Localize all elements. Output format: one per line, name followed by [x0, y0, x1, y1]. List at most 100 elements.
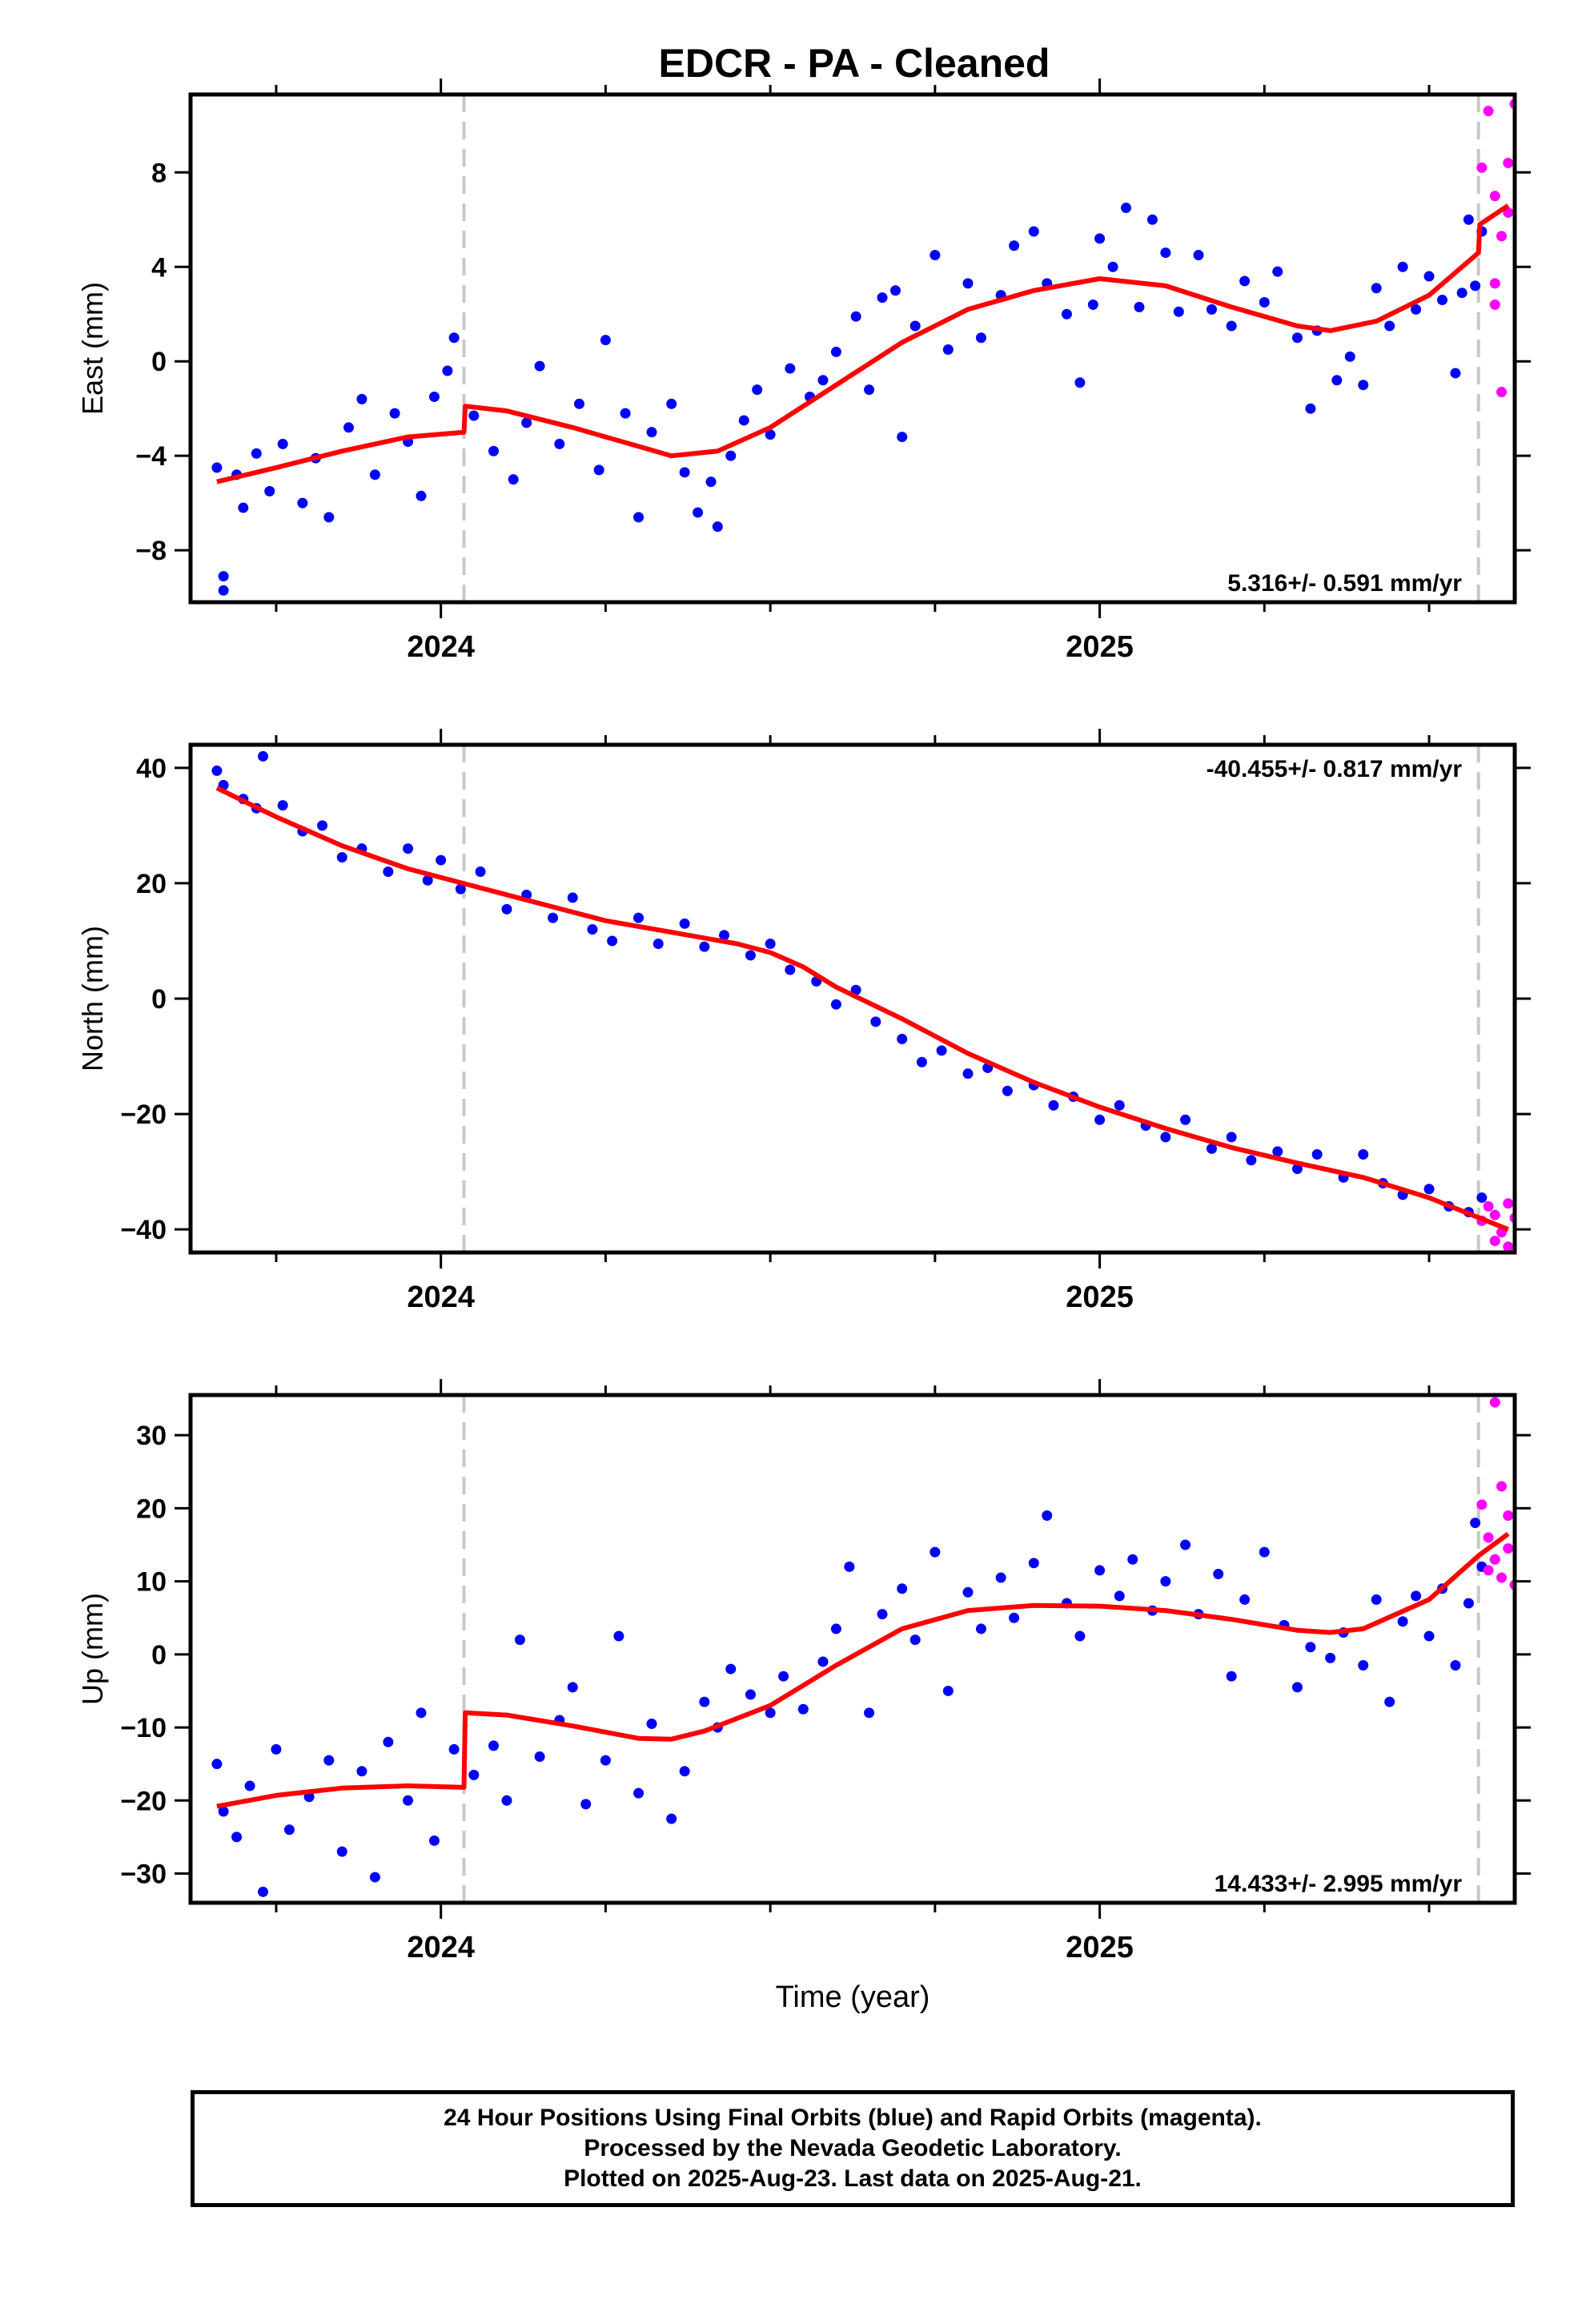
final-point: [436, 854, 447, 866]
final-point: [1456, 287, 1468, 299]
final-point: [258, 750, 269, 762]
final-point: [1411, 304, 1422, 315]
final-point: [1074, 1630, 1086, 1642]
final-point: [975, 1623, 986, 1634]
final-point: [1002, 1085, 1013, 1096]
y-tick-label: −20: [120, 1786, 167, 1816]
rapid-point: [1476, 1499, 1488, 1510]
panel-north: −40 −20 0 20 40 2024 2025 North (mm) -40.455+/- …: [76, 729, 1531, 1314]
final-point: [218, 1806, 229, 1817]
plot-area-east: [211, 94, 1515, 602]
y-tick-label: 0: [151, 347, 167, 377]
final-point: [909, 320, 921, 332]
final-point: [475, 866, 486, 877]
final-point: [975, 332, 986, 344]
final-point: [587, 924, 598, 935]
final-point: [521, 417, 532, 428]
caption-line-processed: Processed by the Nevada Geodetic Laborat…: [584, 2135, 1122, 2161]
final-point: [1272, 266, 1283, 277]
x-tick-label: 2024: [407, 1931, 475, 1964]
final-point: [864, 1707, 875, 1719]
final-point: [277, 438, 288, 449]
final-point: [264, 485, 275, 497]
final-point: [1061, 308, 1072, 320]
x-tick-label: 2024: [407, 1281, 475, 1314]
final-point: [554, 438, 565, 449]
final-point: [666, 1813, 677, 1824]
y-tick-label: 20: [136, 869, 167, 899]
y-tick-label: −4: [135, 441, 167, 472]
final-point: [1259, 296, 1270, 308]
final-point: [323, 512, 335, 523]
final-point: [416, 1707, 427, 1719]
final-point: [1436, 295, 1447, 306]
rapid-point: [1503, 1510, 1514, 1522]
final-point: [403, 1795, 414, 1806]
final-point: [1193, 250, 1204, 261]
panel-frame: [188, 92, 1517, 605]
final-point: [620, 408, 631, 419]
final-point: [613, 1630, 624, 1642]
y-tick-label: 8: [151, 158, 167, 188]
final-point: [1411, 1590, 1422, 1602]
final-point: [336, 1846, 347, 1857]
final-point: [211, 1759, 223, 1770]
final-point: [1180, 1114, 1191, 1125]
rate-label: -40.455+/- 0.817 mm/yr: [1207, 756, 1463, 782]
panel-east: −8 −4 0 4 8 2024 2025 East (mm) 5.316+/- 0.591 m…: [76, 78, 1531, 664]
final-point: [1094, 1114, 1106, 1125]
final-point: [817, 375, 829, 386]
final-point: [1042, 1510, 1053, 1522]
final-point: [1206, 1143, 1217, 1154]
final-point: [785, 964, 796, 975]
final-point: [897, 1583, 908, 1594]
rapid-point: [1496, 231, 1508, 242]
final-point: [1239, 1594, 1251, 1605]
final-point: [1160, 1576, 1171, 1587]
final-point: [258, 1886, 269, 1897]
rapid-point: [1489, 191, 1500, 202]
final-point: [383, 866, 394, 877]
final-point: [1246, 1155, 1257, 1166]
final-point: [1028, 1558, 1039, 1569]
final-point: [534, 360, 545, 372]
model-line: [216, 203, 1510, 485]
y-tick-label: 0: [151, 1640, 167, 1671]
final-point: [897, 1033, 908, 1044]
final-point: [1305, 1642, 1316, 1653]
final-point: [830, 1623, 841, 1634]
final-point: [1331, 375, 1343, 386]
final-point: [889, 285, 901, 296]
final-point: [468, 1769, 480, 1780]
final-point: [283, 1824, 295, 1835]
x-tick-label: 2025: [1066, 630, 1134, 664]
figure-title: EDCR - PA - Cleaned: [659, 41, 1050, 86]
final-point: [916, 1056, 927, 1068]
final-point: [1291, 332, 1303, 344]
final-point: [211, 462, 223, 473]
final-point: [962, 278, 974, 289]
final-point: [323, 1755, 335, 1766]
plot-area-up: [211, 1395, 1515, 1903]
final-point: [1358, 380, 1369, 391]
final-point: [1180, 1539, 1191, 1550]
final-point: [797, 1703, 809, 1715]
final-point: [633, 912, 644, 923]
final-point: [930, 250, 941, 261]
final-point: [1048, 1100, 1059, 1111]
final-point: [1120, 203, 1131, 214]
final-point: [1160, 1132, 1171, 1143]
final-point: [995, 1572, 1006, 1583]
final-point: [422, 875, 433, 886]
final-point: [1259, 1546, 1270, 1558]
final-point: [765, 429, 776, 440]
final-point: [936, 1045, 947, 1056]
final-point: [238, 502, 249, 513]
final-point: [356, 393, 367, 404]
y-tick-label: 4: [151, 252, 167, 283]
final-point: [567, 892, 578, 903]
final-point: [508, 474, 519, 485]
final-point: [745, 1689, 756, 1700]
final-point: [1450, 1660, 1461, 1671]
